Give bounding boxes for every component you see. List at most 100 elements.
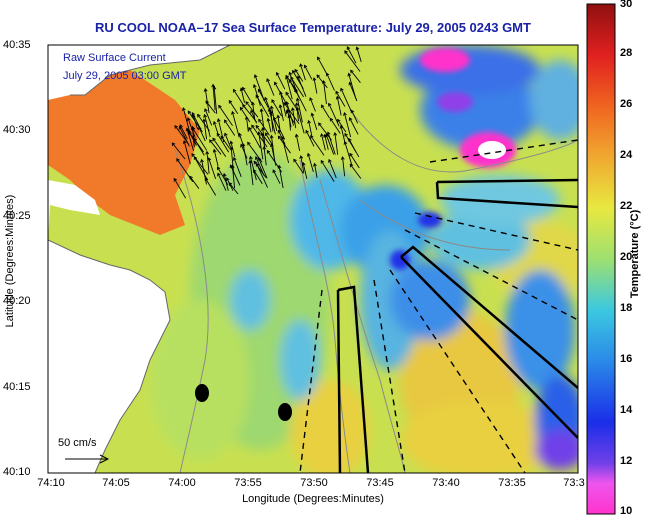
x-tick: 73:35 <box>498 477 526 489</box>
current-vector-head <box>296 75 301 80</box>
current-vector <box>201 159 207 185</box>
current-vector <box>231 165 236 189</box>
current-vector <box>220 135 231 149</box>
current-vector <box>264 132 274 147</box>
current-vector-head <box>344 132 348 137</box>
current-vector <box>173 178 187 199</box>
bathymetry-contours <box>174 109 578 473</box>
colorbar-tick: 22 <box>620 200 633 212</box>
current-vector <box>274 82 288 106</box>
current-vector <box>273 117 286 140</box>
current-vector-head <box>253 160 258 165</box>
current-vector <box>258 119 270 136</box>
current-vector <box>334 132 339 155</box>
current-vector-head <box>278 104 283 109</box>
current-vector-head <box>317 56 321 61</box>
current-vector <box>230 141 236 157</box>
current-vector-head <box>327 102 332 107</box>
current-vector-head <box>294 133 299 138</box>
current-vector <box>204 177 217 196</box>
current-vector <box>253 84 261 107</box>
current-vector <box>309 97 316 112</box>
current-vector-head <box>188 131 192 136</box>
current-vector <box>183 140 191 165</box>
current-vector <box>267 118 272 133</box>
current-vector-head <box>258 118 262 123</box>
current-vector-head <box>290 107 295 111</box>
current-vector-head <box>269 143 274 148</box>
current-vector-head <box>288 79 293 83</box>
current-vector <box>247 142 263 163</box>
current-vector-head <box>305 129 309 134</box>
current-vector <box>204 88 210 114</box>
current-vector-head <box>226 177 230 182</box>
current-vector <box>295 134 301 151</box>
page-title: RU COOL NOAA–17 Sea Surface Temperature:… <box>95 20 531 35</box>
land-north <box>48 45 230 100</box>
current-vector <box>296 107 305 134</box>
current-vector-head <box>321 79 326 84</box>
current-vector-head <box>269 110 273 114</box>
land-mass <box>48 45 170 473</box>
current-vector-head <box>211 83 216 88</box>
current-vector <box>336 96 342 116</box>
current-vector <box>351 110 359 124</box>
current-vector-head <box>301 161 306 166</box>
colorbar-tick: 20 <box>620 251 633 263</box>
current-vector-head <box>333 132 338 136</box>
current-vector <box>258 157 268 179</box>
current-vector <box>323 80 327 105</box>
current-vector <box>326 73 335 91</box>
y-tick: 40:15 <box>3 381 31 393</box>
current-vector-head <box>277 129 282 134</box>
current-vector-head <box>335 90 339 95</box>
current-vector-head <box>205 100 209 105</box>
current-vector-head <box>310 112 315 117</box>
current-vector <box>313 77 318 94</box>
current-vector <box>328 159 337 179</box>
colorbar-tick: 14 <box>620 404 633 416</box>
current-vector <box>179 124 188 140</box>
colorbar-tick: 18 <box>620 302 633 314</box>
current-vector <box>213 86 218 114</box>
current-vector-head <box>255 162 260 167</box>
current-vector-head <box>344 50 348 54</box>
current-vector <box>204 114 211 138</box>
current-vector <box>253 169 263 184</box>
current-vector-head <box>212 120 217 125</box>
current-vector <box>285 76 293 100</box>
current-vector <box>242 87 254 107</box>
current-vector-head <box>313 162 317 167</box>
current-vector <box>288 79 297 94</box>
y-tick: 40:10 <box>3 466 31 478</box>
colorbar-label: Temperature (°C) <box>629 209 641 299</box>
scale-label: 50 cm/s <box>58 437 97 449</box>
current-vector <box>209 139 222 155</box>
current-vector <box>329 118 341 134</box>
colorbar-tick: 12 <box>620 455 633 467</box>
current-vector-head <box>252 83 257 88</box>
current-vector <box>344 50 361 72</box>
current-vector <box>258 132 264 160</box>
current-vector <box>348 138 357 153</box>
current-vector <box>212 84 216 111</box>
current-vector <box>307 153 314 172</box>
current-vector-head <box>275 71 280 76</box>
current-vector <box>311 113 318 130</box>
current-vector <box>233 157 242 177</box>
current-vector-head <box>204 108 208 112</box>
current-vector-head <box>251 124 255 129</box>
current-vector <box>266 78 275 96</box>
current-vector <box>245 101 259 118</box>
current-vector-head <box>220 135 225 140</box>
current-vector-head <box>326 131 331 136</box>
current-vector <box>208 157 217 180</box>
current-vector-head <box>173 177 178 182</box>
current-vector-head <box>295 97 300 102</box>
current-vector <box>292 107 297 129</box>
current-vector-head <box>176 158 180 162</box>
current-vector <box>310 135 325 156</box>
current-vector <box>203 119 208 140</box>
current-vector <box>317 56 328 76</box>
current-vector-head <box>346 46 351 50</box>
